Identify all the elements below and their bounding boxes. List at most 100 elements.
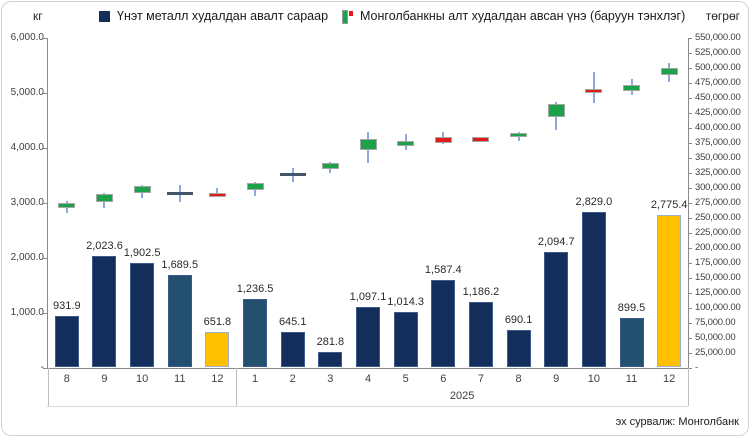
bar	[205, 331, 230, 368]
y-tick-label-left: 1,000.0	[10, 306, 44, 318]
x-tick-label: 4	[364, 373, 372, 385]
legend: Үнэт металл худалдан авалт сараар Монгол…	[0, 9, 750, 27]
y-tick-label-right: 300,000.00	[695, 181, 741, 193]
x-tick-label: 10	[135, 373, 149, 385]
y-tick-label-right: 100,000.00	[695, 301, 741, 313]
y-tickmark-left	[43, 147, 47, 149]
bar	[581, 211, 606, 368]
y-tick-label-right: 550,000.00	[695, 31, 741, 43]
y-tick-label-right: 250,000.00	[695, 211, 741, 223]
y-tick-label-right: 400,000.00	[695, 121, 741, 133]
legend-item-candles: Монголбанкны алт худалдан авсан үнэ (бар…	[341, 9, 685, 24]
legend-label-bars: Үнэт металл худалдан авалт сараар	[117, 9, 329, 23]
y-tick-label-right: 525,000.00	[695, 46, 741, 58]
candle-body	[359, 138, 377, 151]
y-tick-label-left: 6,000.0	[10, 31, 44, 43]
x-tick-label: 1	[251, 373, 259, 385]
x-tick-label: 10	[587, 373, 600, 385]
bar-value-label: 2,023.6	[86, 240, 123, 253]
y-tickmark-right	[688, 337, 692, 339]
y-tickmark-right	[688, 307, 692, 309]
y-tickmark-right	[688, 37, 692, 39]
y-tickmark-left	[43, 37, 47, 39]
left-axis-line	[47, 37, 48, 368]
left-axis-title: кг	[33, 9, 43, 23]
y-tick-label-right: 200,000.00	[695, 241, 741, 253]
y-tickmark-right	[688, 172, 692, 174]
bar-value-label: 1,689.5	[161, 258, 199, 271]
y-tick-label-right: 275,000.00	[695, 196, 741, 208]
y-tickmark-right	[688, 247, 692, 249]
bar-value-label: 281.8	[316, 336, 345, 348]
year-label: 2025	[449, 390, 475, 402]
bar	[619, 318, 644, 368]
y-tickmark-right	[688, 52, 692, 54]
candle-body	[208, 192, 226, 197]
y-tick-label-right: 450,000.00	[695, 91, 741, 103]
candlestick-icon	[341, 9, 353, 24]
bar-value-label: 2,094.7	[537, 236, 575, 249]
bar	[657, 214, 682, 368]
y-tick-label-left: 5,000.0	[10, 86, 44, 98]
candle-body	[246, 182, 264, 190]
x-tick-label: 3	[327, 373, 334, 385]
x-tick-label: 11	[625, 373, 638, 385]
bar	[468, 302, 493, 368]
x-tick-label: 12	[211, 373, 224, 385]
bar	[431, 280, 456, 368]
candle-body	[660, 68, 678, 75]
bar	[243, 299, 268, 368]
bar-value-label: 1,186.2	[462, 286, 500, 299]
x-tick-label: 12	[663, 373, 676, 385]
y-tick-label-right: -	[695, 361, 698, 373]
bar	[130, 262, 155, 368]
y-tick-label-right: 375,000.00	[695, 136, 741, 148]
bar-value-label: 1,014.3	[387, 295, 424, 308]
y-tickmark-right	[688, 322, 692, 324]
candle-body	[58, 203, 76, 208]
y-tick-label-right: 475,000.00	[695, 76, 741, 88]
y-tickmark-right	[688, 277, 692, 279]
candle-body	[397, 140, 415, 147]
y-tickmark-right	[688, 67, 692, 69]
candle-body	[510, 132, 528, 138]
bar-value-label: 1,902.5	[123, 246, 161, 259]
bar-value-label: 899.5	[617, 302, 646, 315]
x-tick-label: 6	[440, 373, 447, 385]
candle-doji-body	[166, 192, 193, 195]
y-tickmark-left	[43, 92, 47, 94]
y-tick-label-right: 500,000.00	[695, 61, 741, 73]
bar-value-label: 931.9	[53, 300, 81, 313]
y-tickmark-right	[688, 187, 692, 189]
bar-value-label: 690.1	[504, 313, 533, 326]
y-tick-label-left: 4,000.0	[10, 141, 44, 153]
x-tick-label: 8	[63, 373, 70, 385]
bar	[318, 352, 343, 368]
y-tickmark-right	[688, 367, 692, 369]
y-tickmark-right	[688, 112, 692, 114]
y-tickmark-right	[688, 352, 692, 354]
y-tick-label-right: 25,000.00	[695, 346, 736, 358]
candle-body	[321, 162, 339, 170]
category-separator	[47, 367, 49, 406]
x-tick-label: 9	[101, 373, 108, 385]
bar	[393, 311, 418, 368]
y-tick-label-right: 75,000.00	[695, 316, 736, 328]
y-tickmark-right	[688, 202, 692, 204]
y-tickmark-right	[688, 232, 692, 234]
category-bottom-line	[47, 406, 688, 407]
x-tick-label: 2	[289, 373, 296, 385]
category-separator	[235, 367, 237, 406]
candle-body	[547, 103, 565, 117]
candle-body	[585, 89, 603, 94]
y-tickmark-right	[688, 217, 692, 219]
bar	[544, 252, 569, 368]
bar-value-label: 1,236.5	[236, 283, 274, 296]
y-tickmark-right	[688, 142, 692, 144]
right-axis-title: төгрөг	[705, 9, 740, 23]
y-tick-label-right: 50,000.00	[695, 331, 736, 343]
y-tick-label-right: 125,000.00	[695, 286, 741, 298]
bar-value-label: 2,775.4	[650, 198, 688, 211]
